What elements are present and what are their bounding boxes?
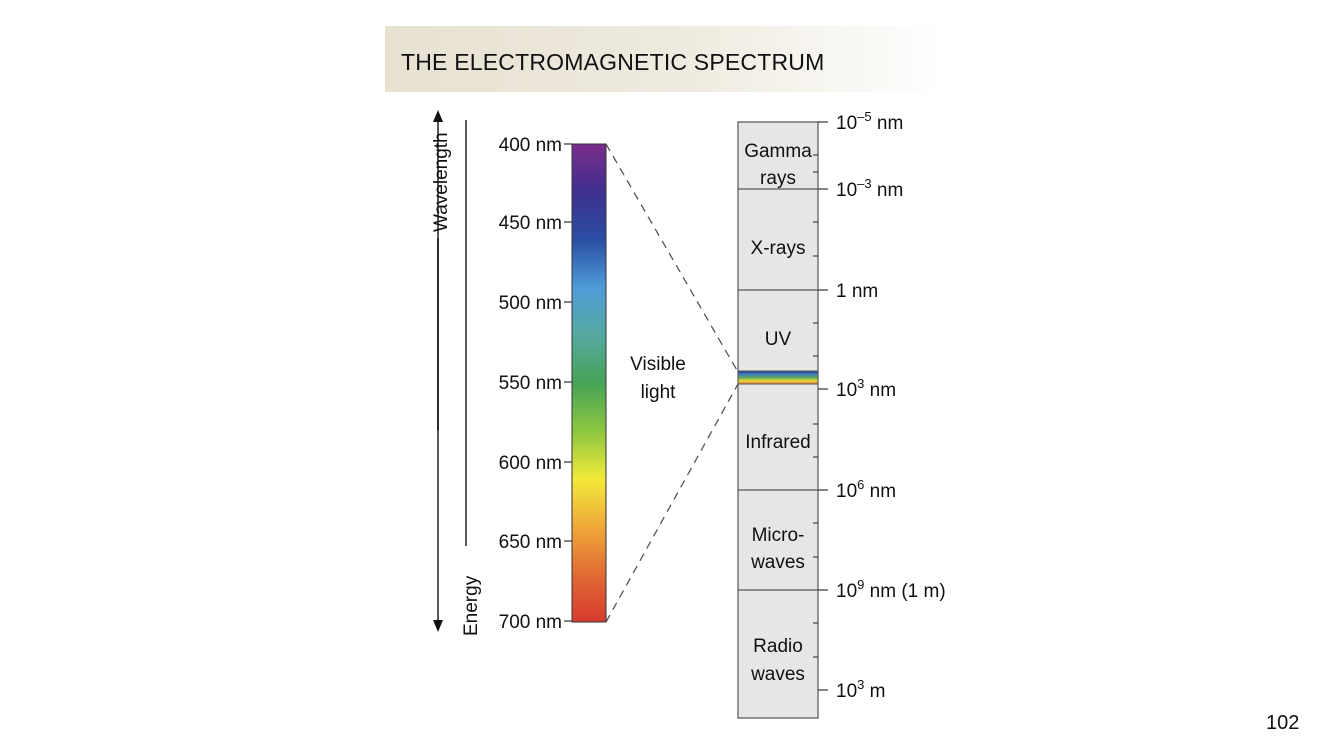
spectrum-scale: 10–5 nm 10–3 nm 1 nm 103 nm 106 nm 109 nm (1 … — [813, 109, 946, 702]
visible-ticks: 400 nm 450 nm 500 nm 550 nm 600 nm 650 nm 700 … — [499, 135, 572, 633]
spectrum-column: Gamma rays X-rays UV Infrared Micro-waves Radi… — [737, 121, 819, 719]
visible-tick-label: 700 nm — [499, 612, 562, 633]
energy-axis: Energy — [433, 120, 482, 636]
connector-bottom — [605, 383, 739, 623]
arrow-up-icon — [433, 110, 443, 122]
scale-label: 103 m — [836, 677, 885, 702]
scale-label: 103 nm — [836, 376, 896, 401]
visible-spectrum-bar — [571, 143, 607, 623]
band-radio-waves-label-line2: waves — [750, 664, 805, 685]
visible-tick-label: 600 nm — [499, 453, 562, 474]
wavelength-axis: Wavelength — [431, 110, 452, 430]
spectrum-column-frame — [737, 121, 819, 719]
connector-top — [605, 143, 739, 373]
band-infrared-label: Infrared — [745, 432, 810, 453]
visible-tick-label: 400 nm — [499, 135, 562, 156]
visible-tick-label: 450 nm — [499, 213, 562, 234]
visible-tick-label: 550 nm — [499, 373, 562, 394]
scale-label: 10–3 nm — [836, 176, 903, 201]
wavelength-label: Wavelength — [431, 132, 452, 232]
energy-label: Energy — [461, 575, 482, 636]
band-gamma-rays-label-line2: rays — [760, 168, 796, 189]
page-title: THE ELECTROMAGNETIC SPECTRUM — [401, 49, 825, 75]
visible-label-line1: Visible — [630, 354, 686, 375]
band-x-rays-label: X-rays — [751, 238, 806, 259]
title-band: THE ELECTROMAGNETIC SPECTRUM — [385, 26, 945, 92]
band-uv-label: UV — [765, 329, 792, 350]
band-radio-waves-label: Radio — [753, 636, 803, 657]
visible-label-line2: light — [641, 382, 677, 403]
band-gamma-rays-label: Gamma — [744, 141, 812, 162]
arrow-down-icon — [433, 620, 443, 632]
visible-tick-label: 500 nm — [499, 293, 562, 314]
scale-label: 106 nm — [836, 477, 896, 502]
page-number: 102 — [1266, 712, 1300, 734]
visible-band-strip — [737, 370, 819, 385]
scale-label: 109 nm (1 m) — [836, 577, 946, 602]
band-microwaves-label-line2: waves — [750, 552, 805, 573]
scale-label: 10–5 nm — [836, 109, 903, 134]
band-microwaves-label: Micro- — [752, 525, 805, 546]
scale-label: 1 nm — [836, 281, 878, 302]
visible-tick-label: 650 nm — [499, 532, 562, 553]
